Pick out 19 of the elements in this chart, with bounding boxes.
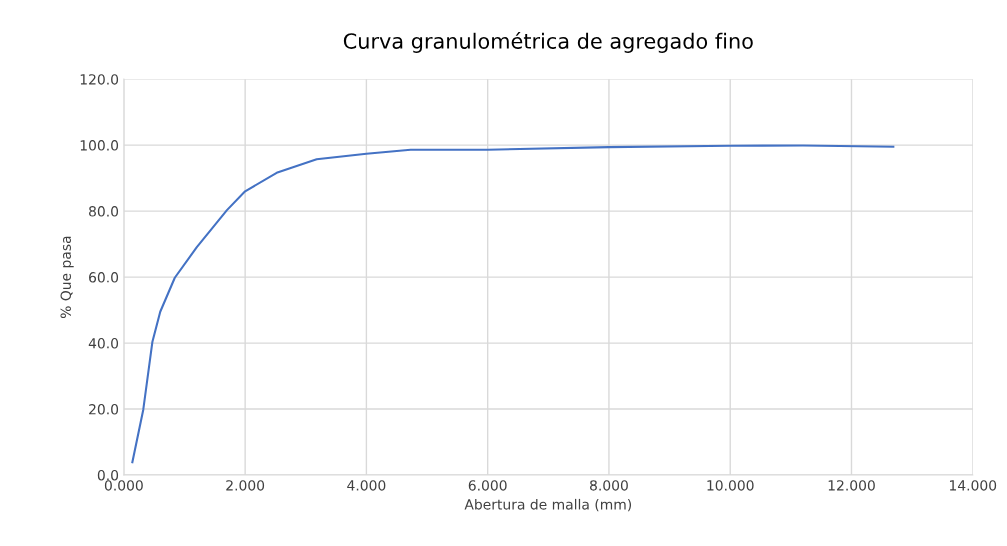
x-tick-label: 10.000 [707,480,754,491]
y-tick-label: 100.0 [80,140,119,151]
x-tick-label: 6.000 [468,480,507,491]
x-tick-label: 12.000 [828,480,875,491]
y-tick-label: 0.0 [97,469,119,481]
y-axis-title: % Que pasa [60,236,74,319]
y-tick-label: 20.0 [89,404,119,415]
x-tick-label: 4.000 [347,480,386,491]
x-axis-title: Abertura de malla (mm) [464,498,632,512]
x-tick-label: 14.000 [949,480,997,491]
x-tick-label: 0.000 [104,480,143,491]
chart-title: Curva granulométrica de agregado fino [343,31,753,53]
y-tick-label: 80.0 [89,206,119,217]
y-tick-label: 40.0 [88,338,119,349]
x-tick-label: 2.000 [226,480,265,491]
y-tick-label: 60.0 [89,272,119,283]
line-series [131,144,895,464]
y-tick-label: 120.0 [80,74,119,85]
x-tick-label: 8.000 [590,480,628,491]
